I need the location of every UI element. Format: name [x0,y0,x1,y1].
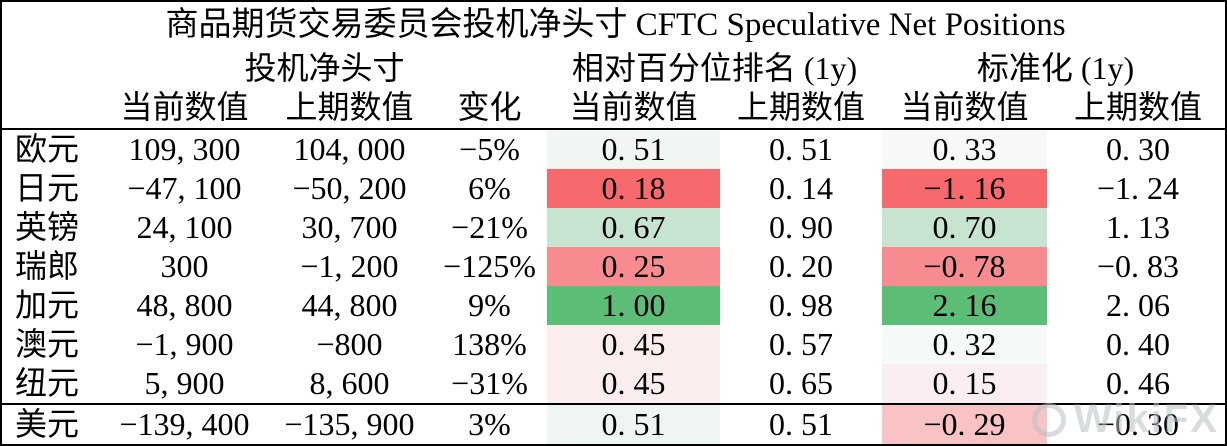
group-header-percentile-rank: 相对百分位排名 (1y) [571,49,858,86]
cell-net-previous: 44, 800 [301,286,398,323]
cell-net-previous: 30, 700 [301,208,398,245]
cell-std-previous: −1. 24 [1097,169,1180,206]
cell-net-previous: −135, 900 [267,402,432,444]
group-header-row: 投机净头寸 相对百分位排名 (1y) 标准化 (1y) [2,49,1227,88]
column-header-spacer [2,88,102,131]
cell-pct-current: 1. 00 [547,286,720,326]
table-row-nzd: 纽元 5, 900 8, 600 −31% 0. 45 0. 65 0. 15 … [2,363,1227,404]
currency-label: 欧元 [15,130,80,167]
cell-pct-current: 0. 51 [547,402,720,444]
table-row-usd: 美元 −139, 400 −135, 900 3% 0. 51 0. 51 −0… [2,402,1227,444]
currency-label: 美元 [2,402,102,444]
currency-label: 瑞郎 [15,247,80,284]
table-row-gbp: 英镑 24, 100 30, 700 −21% 0. 67 0. 90 0. 7… [2,208,1227,248]
cell-change: 9% [468,286,511,323]
cell-pct-previous: 0. 65 [769,364,833,401]
cell-pct-current: 0. 67 [547,208,720,248]
table-row-eur: 欧元 109, 300 104, 000 −5% 0. 51 0. 51 0. … [2,129,1227,170]
column-header-std-previous: 上期数值 [1047,88,1227,131]
cell-std-previous: −0. 83 [1097,247,1180,284]
column-header-current: 当前数值 [102,88,267,131]
cell-std-previous: −0. 30 [1047,402,1227,444]
cell-change: −31% [451,364,528,401]
group-header-spacer [2,49,102,88]
cell-std-previous: 0. 30 [1106,130,1171,167]
currency-label: 日元 [15,169,80,206]
cell-std-current: 0. 32 [882,325,1047,364]
currency-label: 英镑 [15,208,80,245]
column-header-previous: 上期数值 [267,88,432,131]
cell-net-current: −47, 100 [127,169,242,206]
cell-net-current: −1, 900 [135,325,234,362]
cell-net-previous: −800 [316,325,383,362]
cell-net-current: 109, 300 [128,130,241,167]
cell-net-current: −139, 400 [102,402,267,444]
column-header-row: 当前数值 上期数值 变化 当前数值 上期数值 当前数值 上期数值 [2,88,1227,131]
table-row-aud: 澳元 −1, 900 −800 138% 0. 45 0. 57 0. 32 0… [2,325,1227,364]
cell-pct-previous: 0. 14 [769,169,833,206]
cell-net-current: 300 [160,247,209,284]
cell-std-current: 0. 70 [882,208,1047,248]
cell-pct-current: 0. 51 [547,129,720,170]
column-header-std-current: 当前数值 [882,88,1047,131]
column-header-pct-current: 当前数值 [547,88,720,131]
cell-pct-previous: 0. 90 [769,208,833,245]
currency-label: 纽元 [15,364,80,401]
cell-change: 6% [468,169,511,206]
cell-change: 138% [452,325,527,362]
title-row: 商品期货交易委员会投机净头寸 CFTC Speculative Net Posi… [2,2,1227,49]
cell-net-current: 5, 900 [144,364,225,401]
cell-net-previous: 8, 600 [309,364,390,401]
page-title: 商品期货交易委员会投机净头寸 CFTC Speculative Net Posi… [165,7,1066,44]
group-header-net-positions: 投机净头寸 [244,49,405,86]
cell-std-current: 0. 15 [882,363,1047,404]
cell-pct-current: 0. 25 [547,247,720,287]
cell-pct-previous: 0. 57 [769,325,833,362]
cell-pct-previous: 0. 98 [769,286,833,323]
column-header-pct-previous: 上期数值 [720,88,882,131]
cell-change: −21% [451,208,528,245]
cell-pct-current: 0. 45 [547,325,720,364]
cell-std-current: 2. 16 [882,286,1047,326]
cell-net-previous: −50, 200 [292,169,407,206]
cell-std-current: −0. 78 [882,247,1047,287]
group-header-standardized: 标准化 (1y) [976,49,1135,86]
column-header-change: 变化 [432,88,547,131]
cell-pct-current: 0. 45 [547,363,720,404]
cell-change: −5% [459,130,520,167]
cell-change: 3% [432,402,547,444]
cell-pct-previous: 0. 51 [769,130,833,167]
cell-std-current: 0. 33 [882,129,1047,170]
cell-net-current: 48, 800 [136,286,233,323]
cell-std-previous: 0. 40 [1106,325,1171,362]
cell-pct-previous: 0. 51 [720,402,882,444]
cell-std-current: −1. 16 [882,169,1047,209]
table-row-chf: 瑞郎 300 −1, 200 −125% 0. 25 0. 20 −0. 78 … [2,247,1227,287]
cell-net-current: 24, 100 [136,208,233,245]
cell-net-previous: 104, 000 [293,130,406,167]
cell-std-previous: 1. 13 [1106,208,1171,245]
table-row-cad: 加元 48, 800 44, 800 9% 1. 00 0. 98 2. 16 … [2,286,1227,326]
cell-std-previous: 0. 46 [1106,364,1171,401]
currency-label: 加元 [15,286,80,323]
table-row-jpy: 日元 −47, 100 −50, 200 6% 0. 18 0. 14 −1. … [2,169,1227,209]
cell-std-current: −0. 29 [882,402,1047,444]
cell-pct-current: 0. 18 [547,169,720,209]
cell-net-previous: −1, 200 [300,247,399,284]
cell-std-previous: 2. 06 [1106,286,1171,323]
cell-change: −125% [443,247,536,284]
currency-label: 澳元 [15,325,80,362]
cell-pct-previous: 0. 20 [769,247,833,284]
